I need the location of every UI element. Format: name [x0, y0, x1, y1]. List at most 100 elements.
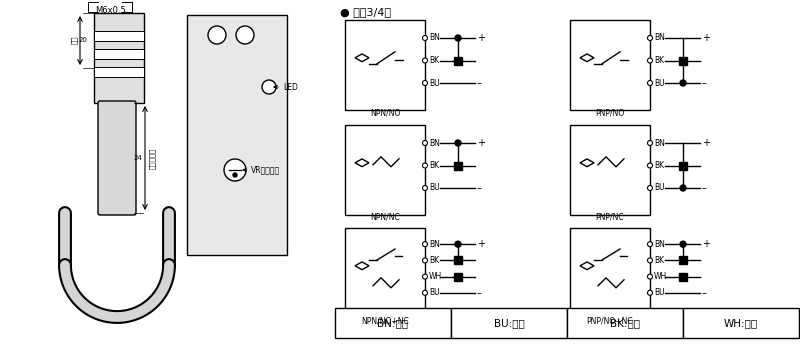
- Text: BN: BN: [429, 138, 440, 147]
- Text: 24: 24: [134, 155, 142, 161]
- Text: –: –: [702, 288, 707, 298]
- Text: BK: BK: [429, 256, 439, 265]
- Bar: [187, 15, 287, 255]
- Text: –: –: [477, 78, 482, 88]
- Bar: [679, 57, 687, 64]
- Circle shape: [208, 26, 226, 44]
- Text: BU: BU: [654, 78, 665, 88]
- Text: +: +: [702, 239, 710, 249]
- Text: PNP/NO: PNP/NO: [595, 108, 625, 117]
- Circle shape: [236, 26, 254, 44]
- Circle shape: [647, 258, 653, 263]
- Text: 螺纹: 螺纹: [70, 36, 78, 44]
- Bar: [679, 256, 687, 264]
- Text: BK: BK: [654, 56, 664, 65]
- Text: BN: BN: [429, 240, 440, 249]
- Text: BN: BN: [654, 240, 665, 249]
- Text: PNP/NO+NC: PNP/NO+NC: [586, 316, 634, 325]
- Bar: [454, 256, 462, 264]
- Bar: [570, 125, 650, 215]
- Bar: [679, 162, 687, 170]
- Bar: [570, 228, 650, 318]
- FancyBboxPatch shape: [98, 101, 136, 215]
- Circle shape: [422, 163, 427, 168]
- Text: BK: BK: [654, 256, 664, 265]
- Text: WH: WH: [429, 272, 442, 281]
- Text: M6x0.5: M6x0.5: [94, 6, 126, 15]
- Text: BK:黑色: BK:黑色: [610, 318, 640, 328]
- Circle shape: [647, 242, 653, 247]
- Text: PNP/NC: PNP/NC: [596, 213, 624, 222]
- Bar: [335, 308, 451, 338]
- Circle shape: [422, 140, 427, 145]
- Text: BU: BU: [429, 183, 440, 193]
- Circle shape: [455, 35, 461, 41]
- Circle shape: [680, 274, 686, 279]
- Circle shape: [647, 163, 653, 168]
- Circle shape: [422, 258, 427, 263]
- Text: +: +: [477, 239, 485, 249]
- Circle shape: [647, 274, 653, 279]
- Text: NPN/NO+NC: NPN/NO+NC: [361, 316, 409, 325]
- Text: BN:棕色: BN:棕色: [378, 318, 409, 328]
- Text: BN: BN: [654, 33, 665, 43]
- Text: BN: BN: [654, 138, 665, 147]
- Circle shape: [647, 140, 653, 145]
- Bar: [94, 13, 144, 103]
- Bar: [94, 49, 144, 59]
- Bar: [94, 67, 144, 77]
- Bar: [679, 272, 687, 281]
- Circle shape: [422, 242, 427, 247]
- Circle shape: [680, 80, 686, 86]
- Text: BU: BU: [654, 288, 665, 297]
- Text: NPN/NO: NPN/NO: [370, 108, 400, 117]
- Circle shape: [647, 58, 653, 63]
- Bar: [454, 57, 462, 64]
- Circle shape: [647, 290, 653, 295]
- Circle shape: [647, 186, 653, 190]
- Circle shape: [680, 185, 686, 191]
- Bar: [454, 272, 462, 281]
- Circle shape: [422, 274, 427, 279]
- Circle shape: [422, 58, 427, 63]
- Text: –: –: [477, 288, 482, 298]
- Text: +: +: [702, 138, 710, 148]
- Text: BU: BU: [429, 288, 440, 297]
- Bar: [345, 20, 425, 110]
- Text: –: –: [702, 78, 707, 88]
- Bar: [454, 162, 462, 170]
- Circle shape: [455, 241, 461, 247]
- Text: BU: BU: [429, 78, 440, 88]
- Circle shape: [224, 159, 246, 181]
- Circle shape: [422, 36, 427, 40]
- Text: BK: BK: [429, 56, 439, 65]
- Text: +: +: [702, 33, 710, 43]
- Bar: [345, 125, 425, 215]
- Circle shape: [680, 241, 686, 247]
- Circle shape: [422, 290, 427, 295]
- Bar: [451, 308, 567, 338]
- Circle shape: [455, 140, 461, 146]
- Text: WH:白色: WH:白色: [724, 318, 758, 328]
- Text: NPN/NC: NPN/NC: [370, 213, 400, 222]
- Text: +: +: [477, 138, 485, 148]
- Text: ● 直涁3/4线: ● 直涁3/4线: [340, 7, 391, 17]
- Bar: [567, 308, 683, 338]
- Text: –: –: [477, 183, 482, 193]
- Circle shape: [647, 81, 653, 86]
- Circle shape: [422, 81, 427, 86]
- Circle shape: [262, 80, 276, 94]
- Bar: [570, 20, 650, 110]
- Text: 防护保护套: 防护保护套: [149, 147, 156, 169]
- Text: BK: BK: [429, 161, 439, 170]
- Circle shape: [422, 186, 427, 190]
- Bar: [94, 31, 144, 41]
- Text: BU:兰色: BU:兰色: [494, 318, 524, 328]
- Bar: [683, 308, 799, 338]
- Text: VR距离调节: VR距离调节: [251, 165, 280, 175]
- Text: +: +: [477, 33, 485, 43]
- Circle shape: [647, 36, 653, 40]
- Text: LED: LED: [283, 82, 298, 92]
- Text: –: –: [702, 183, 707, 193]
- Text: WH: WH: [654, 272, 667, 281]
